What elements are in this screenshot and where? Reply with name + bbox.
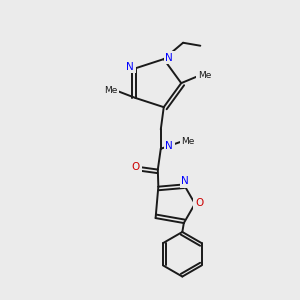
Text: O: O [132,162,140,172]
Text: N: N [165,141,173,151]
Text: O: O [195,198,203,208]
Text: N: N [126,62,134,72]
Text: Me: Me [198,71,211,80]
Text: Me: Me [104,86,118,95]
Text: N: N [165,52,173,63]
Text: N: N [182,176,189,187]
Text: Me: Me [182,137,195,146]
